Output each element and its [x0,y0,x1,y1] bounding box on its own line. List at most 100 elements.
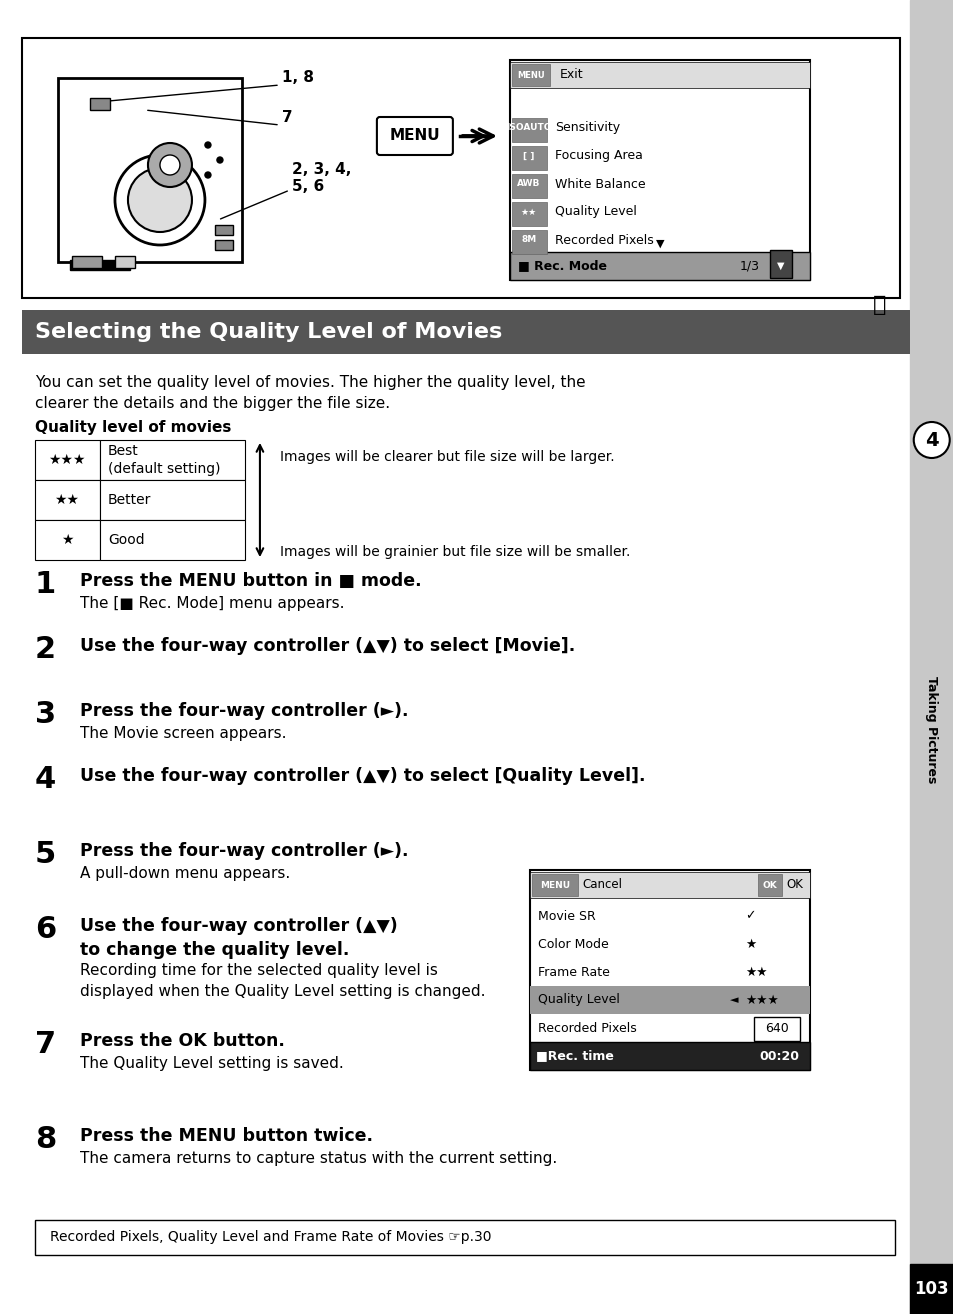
Bar [100,520,245,560]
Text: 4: 4 [924,431,938,449]
Circle shape [148,143,192,187]
Text: Images will be clearer but file size will be larger.: Images will be clearer but file size wil… [279,449,614,464]
Text: Recorded Pixels: Recorded Pixels [537,1021,636,1034]
Text: Use the four-way controller (▲▼) to select [Quality Level].: Use the four-way controller (▲▼) to sele… [80,767,645,784]
Bar [512,118,546,142]
Text: ★★: ★★ [54,493,79,507]
Bar [531,874,578,896]
Text: 103: 103 [914,1280,948,1298]
Bar [909,1264,953,1314]
Bar [512,146,546,170]
Text: 00:20: 00:20 [759,1050,799,1063]
Bar [35,1219,894,1255]
Circle shape [115,155,205,244]
Text: MENU: MENU [389,129,439,143]
Text: 1, 8: 1, 8 [282,71,314,85]
Bar [512,230,546,254]
Text: 640: 640 [764,1022,788,1035]
Text: ★★★: ★★★ [744,993,778,1007]
Circle shape [205,172,211,177]
Text: ■ Rec. Mode: ■ Rec. Mode [517,259,606,272]
Text: 6: 6 [35,915,56,943]
Bar [90,99,110,110]
Text: 3: 3 [35,700,56,729]
Text: ▼: ▼ [655,239,663,248]
Text: Frame Rate: Frame Rate [537,966,609,979]
Bar [71,256,102,268]
Text: ★★★: ★★★ [49,453,86,466]
Bar [214,225,233,235]
Text: Use the four-way controller (▲▼) to select [Movie].: Use the four-way controller (▲▼) to sele… [80,637,575,654]
Bar [70,260,130,269]
Text: ★★: ★★ [744,966,766,979]
Text: Quality Level: Quality Level [537,993,619,1007]
Text: ◄: ◄ [729,995,738,1005]
Text: White Balance: White Balance [555,177,645,191]
Text: Press the MENU button twice.: Press the MENU button twice. [80,1127,373,1144]
Bar [115,256,134,268]
Text: 4: 4 [35,765,56,794]
Text: Recording time for the selected quality level is
displayed when the Quality Leve: Recording time for the selected quality … [80,963,485,999]
Text: Use the four-way controller (▲▼)
to change the quality level.: Use the four-way controller (▲▼) to chan… [80,917,397,959]
Text: 7: 7 [35,1030,56,1059]
Bar [100,440,245,480]
Text: [ ]: [ ] [522,151,534,160]
Text: ★★: ★★ [520,208,537,217]
Bar [100,480,245,520]
Circle shape [128,168,192,233]
Text: You can set the quality level of movies. The higher the quality level, the
clear: You can set the quality level of movies.… [35,374,585,411]
Text: MENU: MENU [539,880,569,890]
Text: ★: ★ [61,533,73,547]
Text: Press the four-way controller (►).: Press the four-way controller (►). [80,842,408,859]
Text: The Movie screen appears.: The Movie screen appears. [80,727,286,741]
Bar [35,480,100,520]
Text: AWB: AWB [517,180,540,188]
Text: The Quality Level setting is saved.: The Quality Level setting is saved. [80,1056,343,1071]
Text: Recorded Pixels: Recorded Pixels [555,234,653,247]
Text: Best
(default setting): Best (default setting) [108,444,220,476]
Text: OK: OK [785,879,802,891]
Text: Color Mode: Color Mode [537,937,608,950]
Text: 8: 8 [35,1125,56,1154]
Bar [22,310,909,353]
Circle shape [216,156,223,163]
Text: Sensitivity: Sensitivity [555,121,619,134]
Bar [529,1042,809,1070]
Text: Better: Better [108,493,152,507]
Text: ISOAUTO: ISOAUTO [506,124,551,133]
Text: Press the OK button.: Press the OK button. [80,1031,285,1050]
Text: ▼: ▼ [777,261,783,271]
Bar [757,874,781,896]
Text: Good: Good [108,533,145,547]
Circle shape [205,142,211,148]
Bar [529,872,809,897]
Bar [214,240,233,250]
Text: 8M: 8M [520,235,536,244]
Text: 2, 3, 4,
5, 6: 2, 3, 4, 5, 6 [292,162,351,194]
Text: 5: 5 [35,840,56,869]
Text: Taking Pictures: Taking Pictures [924,677,937,783]
Text: 1/3: 1/3 [739,259,759,272]
FancyBboxPatch shape [22,38,899,298]
Text: Recorded Pixels, Quality Level and Frame Rate of Movies ☞p.30: Recorded Pixels, Quality Level and Frame… [50,1230,491,1244]
Text: OK: OK [761,880,777,890]
Text: Quality Level: Quality Level [555,205,636,218]
Text: Movie SR: Movie SR [537,909,595,922]
Text: Cancel: Cancel [582,879,622,891]
Bar [509,60,809,280]
Text: Press the MENU button in ■ mode.: Press the MENU button in ■ mode. [80,572,421,590]
Circle shape [913,422,949,459]
Text: The camera returns to capture status with the current setting.: The camera returns to capture status wit… [80,1151,557,1166]
Bar [512,202,546,226]
Text: MENU: MENU [517,71,544,80]
Text: Exit: Exit [559,68,583,81]
Text: Focusing Area: Focusing Area [555,150,642,163]
Text: The [■ Rec. Mode] menu appears.: The [■ Rec. Mode] menu appears. [80,597,344,611]
Bar [512,173,546,198]
Text: Quality level of movies: Quality level of movies [35,420,232,435]
Bar [512,64,549,85]
Bar [509,252,809,280]
Bar [35,440,100,480]
FancyBboxPatch shape [58,78,242,261]
Circle shape [160,155,180,175]
